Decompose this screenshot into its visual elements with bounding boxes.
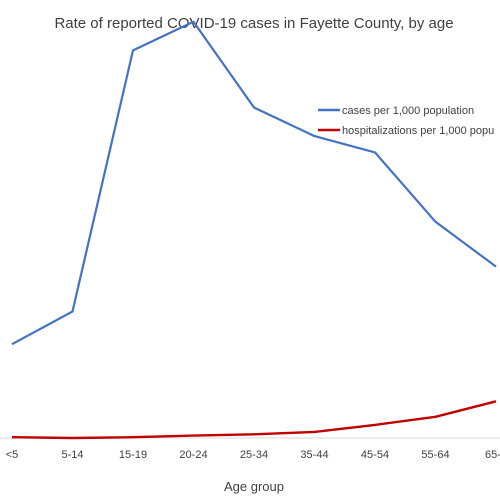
x-tick-label: 45-54 xyxy=(361,449,389,461)
legend-label: hospitalizations per 1,000 popu xyxy=(342,125,494,137)
series-group xyxy=(11,20,497,440)
x-tick-label: 35-44 xyxy=(300,449,328,461)
x-tick-label: 65-7 xyxy=(485,449,500,461)
legend: cases per 1,000 population hospitalizatio… xyxy=(318,105,494,137)
x-tick-label: 15-19 xyxy=(119,449,147,461)
chart-title: Rate of reported COVID-19 cases in Fayet… xyxy=(54,15,453,32)
x-tick-label: 55-64 xyxy=(421,449,449,461)
series-line-cases xyxy=(11,20,497,346)
series-line-hospitalizations xyxy=(11,400,497,440)
x-tick-labels: <5 5-14 15-19 20-24 25-34 35-44 45-54 55-64 65-7 xyxy=(6,449,500,461)
x-tick-label: 25-34 xyxy=(240,449,268,461)
legend-label: cases per 1,000 population xyxy=(342,105,474,117)
x-tick-label: 5-14 xyxy=(61,449,83,461)
x-tick-label: <5 xyxy=(6,449,19,461)
x-axis-title: Age group xyxy=(224,479,284,494)
x-tick-label: 20-24 xyxy=(179,449,207,461)
